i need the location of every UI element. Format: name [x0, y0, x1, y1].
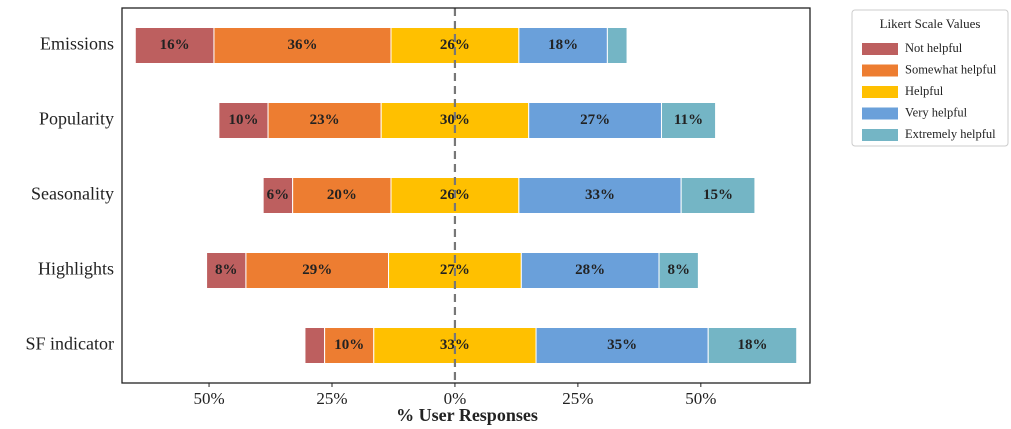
value-label: 10%	[228, 112, 258, 128]
value-label: 23%	[310, 112, 340, 128]
legend-label: Not helpful	[905, 41, 963, 55]
bar-segment	[213, 27, 392, 64]
legend-label: Helpful	[905, 84, 944, 98]
bar-segment	[267, 102, 382, 139]
value-label: 18%	[548, 37, 578, 53]
plot-frame	[121, 7, 811, 384]
legend-swatch	[862, 129, 898, 141]
value-label: 26%	[440, 37, 470, 53]
value-label: 35%	[607, 337, 637, 353]
bar-segment	[245, 252, 390, 289]
value-label: 36%	[287, 37, 317, 53]
legend-title: Likert Scale Values	[880, 16, 981, 31]
bar-segment	[680, 177, 756, 214]
bar-segment	[218, 102, 269, 139]
value-label: 28%	[575, 262, 605, 278]
value-label: 16%	[160, 37, 190, 53]
value-label: 11%	[674, 112, 703, 128]
legend-label: Somewhat helpful	[905, 62, 997, 76]
legend-label: Very helpful	[905, 105, 968, 119]
legend-swatch	[862, 107, 898, 120]
bar-segment	[528, 102, 662, 139]
bar-segment	[660, 102, 717, 139]
bar-segment	[292, 177, 392, 214]
bar-segment	[206, 252, 247, 289]
x-tick-label: 25%	[562, 389, 593, 408]
x-tick-label: 25%	[316, 389, 347, 408]
bar-segment	[304, 327, 326, 364]
bar-segment	[707, 327, 798, 364]
bar-segment	[134, 27, 215, 64]
bar-segment	[324, 327, 375, 364]
value-label: 33%	[440, 337, 470, 353]
value-label: 33%	[585, 187, 615, 203]
value-label: 27%	[580, 112, 610, 128]
legend-swatch	[862, 43, 898, 55]
x-tick-label: 50%	[685, 389, 716, 408]
legend-label: Extremely helpful	[905, 127, 996, 141]
value-label: 20%	[327, 187, 357, 203]
x-tick-label: 0%	[444, 389, 467, 408]
y-tick-label: Highlights	[38, 259, 114, 279]
legend-swatch	[862, 86, 898, 98]
value-label: 8%	[215, 262, 238, 278]
value-label: 15%	[703, 187, 733, 203]
y-tick-label: Seasonality	[31, 184, 114, 204]
bar-segment	[535, 327, 709, 364]
y-tick-label: Emissions	[40, 34, 114, 54]
value-label: 6%	[267, 187, 290, 203]
x-axis-label: % User Responses	[396, 405, 538, 425]
value-label: 18%	[737, 337, 767, 353]
y-tick-label: SF indicator	[26, 334, 115, 354]
bar-segment	[262, 177, 294, 214]
bar-segment	[658, 252, 699, 289]
bar-segment	[606, 27, 628, 64]
legend-swatch	[862, 64, 898, 77]
value-label: 10%	[334, 337, 364, 353]
value-label: 29%	[302, 262, 332, 278]
value-label: 8%	[667, 262, 690, 278]
x-tick-label: 50%	[193, 389, 224, 408]
bar-segment	[518, 177, 682, 214]
y-tick-label: Popularity	[39, 109, 114, 129]
